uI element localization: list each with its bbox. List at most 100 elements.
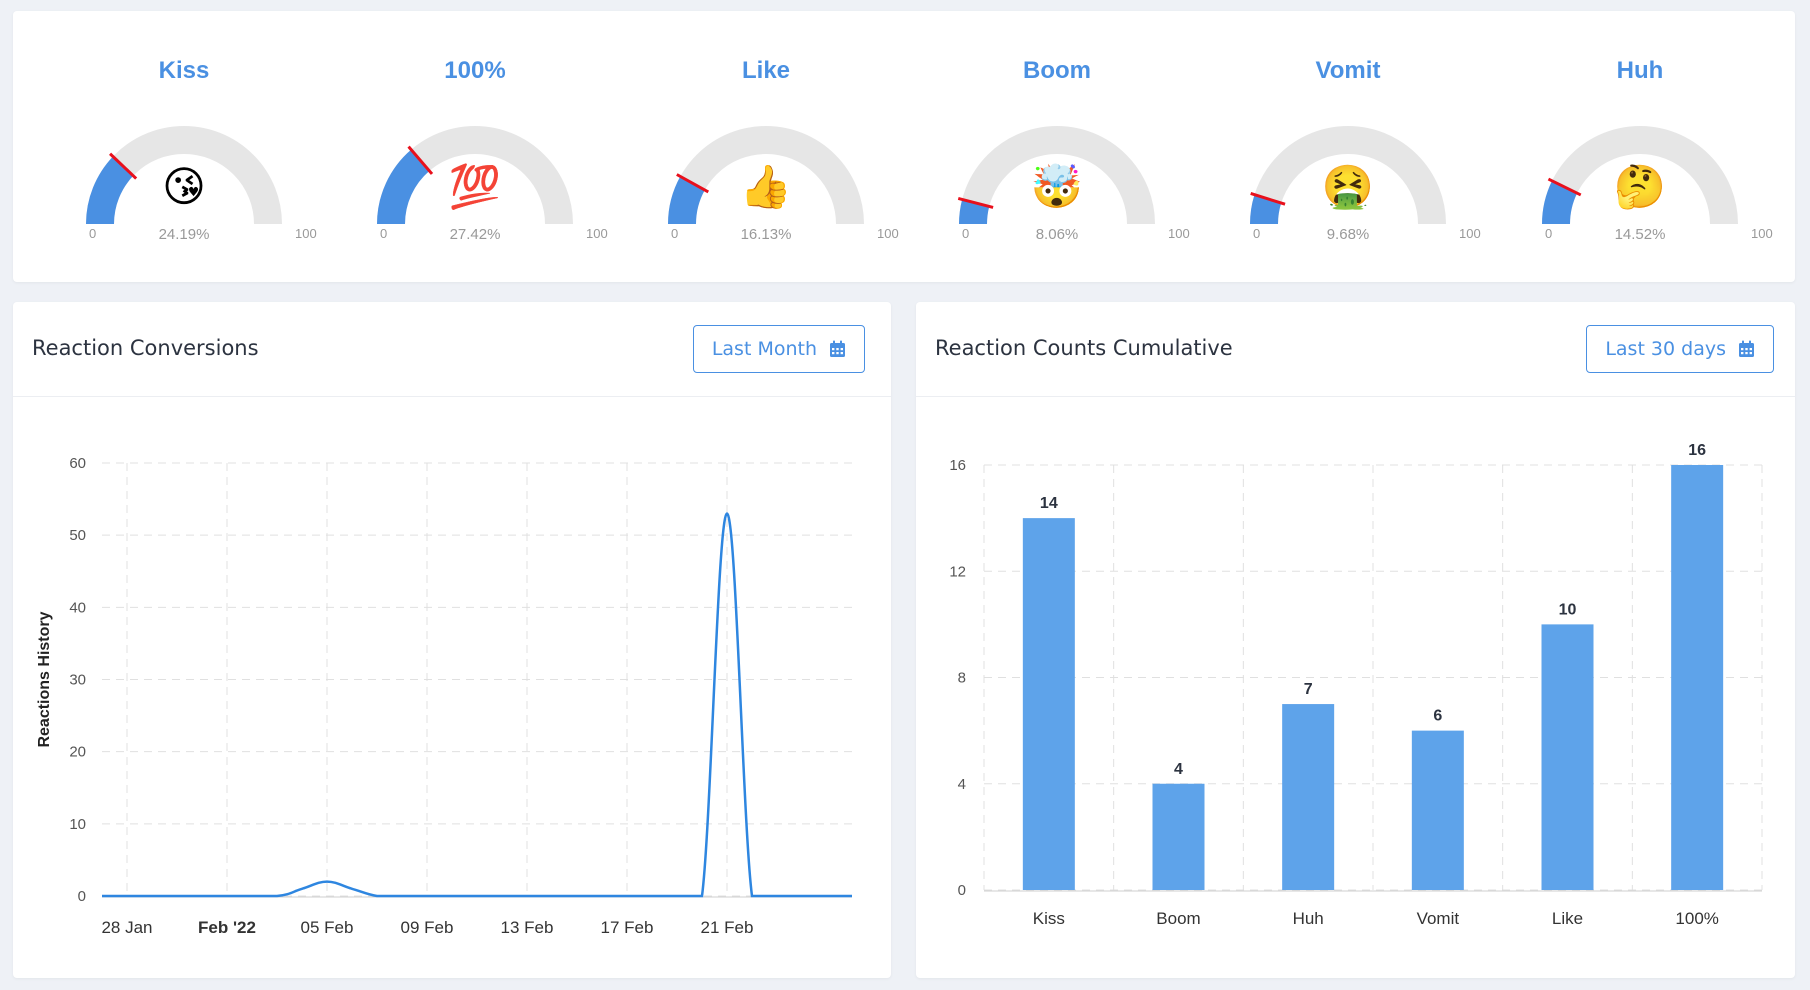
- y-tick-label: 20: [69, 744, 86, 761]
- bar-100percent[interactable]: [1671, 465, 1724, 890]
- gauge-dial: [86, 126, 282, 225]
- x-tick-label: 09 Feb: [401, 918, 454, 937]
- gauge-fill: [377, 149, 430, 225]
- date-range-label: Last Month: [711, 338, 817, 360]
- card-title: Reaction Counts Cumulative: [935, 336, 1233, 360]
- gauge-huh: Huh 🤔 0 14.52% 100: [1495, 11, 1785, 282]
- date-range-label: Last 30 days: [1605, 338, 1726, 360]
- reaction-conversions-card: Reaction Conversions Last Month 0 10 20 30 4…: [13, 302, 891, 978]
- gauge-title: Kiss: [158, 57, 210, 84]
- gauge-value-label: 27.42%: [449, 226, 501, 243]
- y-tick-label: 16: [949, 457, 966, 474]
- grid-lines: [983, 464, 1763, 891]
- gauge-min-label: 0: [1253, 226, 1261, 241]
- gauge-title: Vomit: [1315, 57, 1381, 84]
- bar-data-label: 7: [1304, 681, 1313, 698]
- gauge-track: [1250, 126, 1446, 225]
- gauge-max-label: 100: [877, 226, 899, 241]
- date-range-button[interactable]: Last Month: [692, 325, 865, 373]
- gauge-100percent: 100% 💯 0 27.42% 100: [330, 11, 620, 282]
- gauge-dial: [377, 126, 573, 225]
- x-tick-label: 100%: [1675, 909, 1718, 928]
- bar-data-label: 14: [1040, 495, 1058, 512]
- reaction-conversions-line-chart[interactable]: 0 10 20 30 40 50 60 28 Jan Feb '22 05 Feb 09 Feb 13…: [13, 398, 891, 978]
- bar-like[interactable]: [1541, 624, 1594, 890]
- reaction-gauges-panel: Kiss 😘 0 24.19% 100 100% 💯 0 27.42% 100 Like 👍 0 16.1…: [13, 11, 1795, 282]
- gauge-fill: [1542, 180, 1578, 225]
- gauge-min-label: 0: [380, 226, 388, 241]
- x-tick-label: Like: [1552, 909, 1583, 928]
- gauge-max-label: 100: [1751, 226, 1773, 241]
- reaction-emoji-icon: 👍: [739, 162, 793, 211]
- gauge-min-label: 0: [89, 226, 97, 241]
- x-tick-label: Huh: [1293, 909, 1324, 928]
- gauge-value-label: 14.52%: [1614, 226, 1666, 243]
- gauge-min-label: 0: [671, 226, 679, 241]
- gauge-track: [959, 126, 1155, 225]
- y-tick-label: 0: [78, 888, 86, 905]
- reaction-emoji-icon: 🤔: [1613, 162, 1667, 211]
- gauge-needle: [407, 145, 434, 175]
- gauge-min-label: 0: [1545, 226, 1553, 241]
- y-tick-label: 60: [69, 455, 86, 472]
- gauge-dial: [1542, 126, 1738, 225]
- bar-data-label: 6: [1433, 708, 1442, 725]
- gauge-max-label: 100: [1168, 226, 1190, 241]
- gauge-needle: [1547, 177, 1582, 197]
- bar-data-label: 4: [1174, 761, 1183, 778]
- y-tick-label: 12: [949, 563, 966, 580]
- gauge-title: Like: [741, 57, 791, 84]
- x-tick-label: Feb '22: [198, 918, 256, 937]
- card-header: Reaction Counts Cumulative Last 30 days: [916, 302, 1795, 397]
- reaction-counts-cumulative-card: Reaction Counts Cumulative Last 30 days …: [916, 302, 1795, 978]
- x-tick-label: 13 Feb: [501, 918, 554, 937]
- y-tick-label: 10: [69, 816, 86, 833]
- reaction-counts-bar-chart[interactable]: 0 4 8 12 16 14 Kiss 4 Boom 7 Huh 6 Vomit 10 Like 16 100%: [916, 398, 1795, 978]
- gauge-needle: [109, 152, 138, 180]
- gauge-boom: Boom 🤯 0 8.06% 100: [912, 11, 1202, 282]
- y-tick-label: 0: [958, 882, 966, 899]
- x-tick-label: 28 Jan: [101, 918, 152, 937]
- gauge-value-label: 16.13%: [740, 226, 792, 243]
- gauge-title: 100%: [444, 57, 506, 84]
- y-tick-label: 4: [958, 776, 966, 793]
- gauge-needle: [957, 196, 994, 209]
- series-line: [102, 512, 852, 898]
- bar-data-label: 16: [1688, 442, 1706, 459]
- date-range-button[interactable]: Last 30 days: [1586, 325, 1774, 373]
- calendar-icon: [830, 340, 845, 357]
- gauge-value-label: 24.19%: [158, 226, 210, 243]
- x-tick-label: Boom: [1156, 909, 1200, 928]
- gauge-title: Boom: [1023, 57, 1091, 84]
- card-header: Reaction Conversions Last Month: [13, 302, 891, 397]
- x-tick-label: Kiss: [1033, 909, 1065, 928]
- gauge-fill: [86, 156, 134, 225]
- gauge-vomit: Vomit 🤮 0 9.68% 100: [1203, 11, 1493, 282]
- gauge-like: Like 👍 0 16.13% 100: [621, 11, 911, 282]
- gauge-value-label: 8.06%: [1035, 226, 1079, 243]
- x-tick-label: 17 Feb: [601, 918, 654, 937]
- reaction-emoji-icon: 🤮: [1321, 162, 1375, 211]
- bar-kiss[interactable]: [1022, 518, 1075, 890]
- x-tick-label: 05 Feb: [301, 918, 354, 937]
- gauge-min-label: 0: [962, 226, 970, 241]
- bar-boom[interactable]: [1152, 783, 1205, 890]
- reaction-emoji-icon: 💯: [448, 162, 502, 211]
- bar-huh[interactable]: [1282, 704, 1335, 890]
- y-tick-label: 8: [958, 670, 966, 687]
- gauge-dial: [668, 126, 864, 225]
- reaction-emoji-icon: 🤯: [1030, 162, 1084, 211]
- y-tick-label: 40: [69, 599, 86, 616]
- gauge-max-label: 100: [586, 226, 608, 241]
- gauge-fill: [668, 176, 706, 225]
- bar-vomit[interactable]: [1411, 730, 1464, 890]
- reaction-emoji-icon: 😘: [162, 162, 206, 211]
- card-title: Reaction Conversions: [32, 336, 259, 360]
- calendar-icon: [1739, 340, 1754, 357]
- x-tick-label: 21 Feb: [701, 918, 754, 937]
- y-tick-label: 50: [69, 527, 86, 544]
- gauge-max-label: 100: [295, 226, 317, 241]
- gauge-needle: [676, 173, 710, 194]
- gauge-dial: [1250, 126, 1446, 225]
- gauge-kiss: Kiss 😘 0 24.19% 100: [39, 11, 329, 282]
